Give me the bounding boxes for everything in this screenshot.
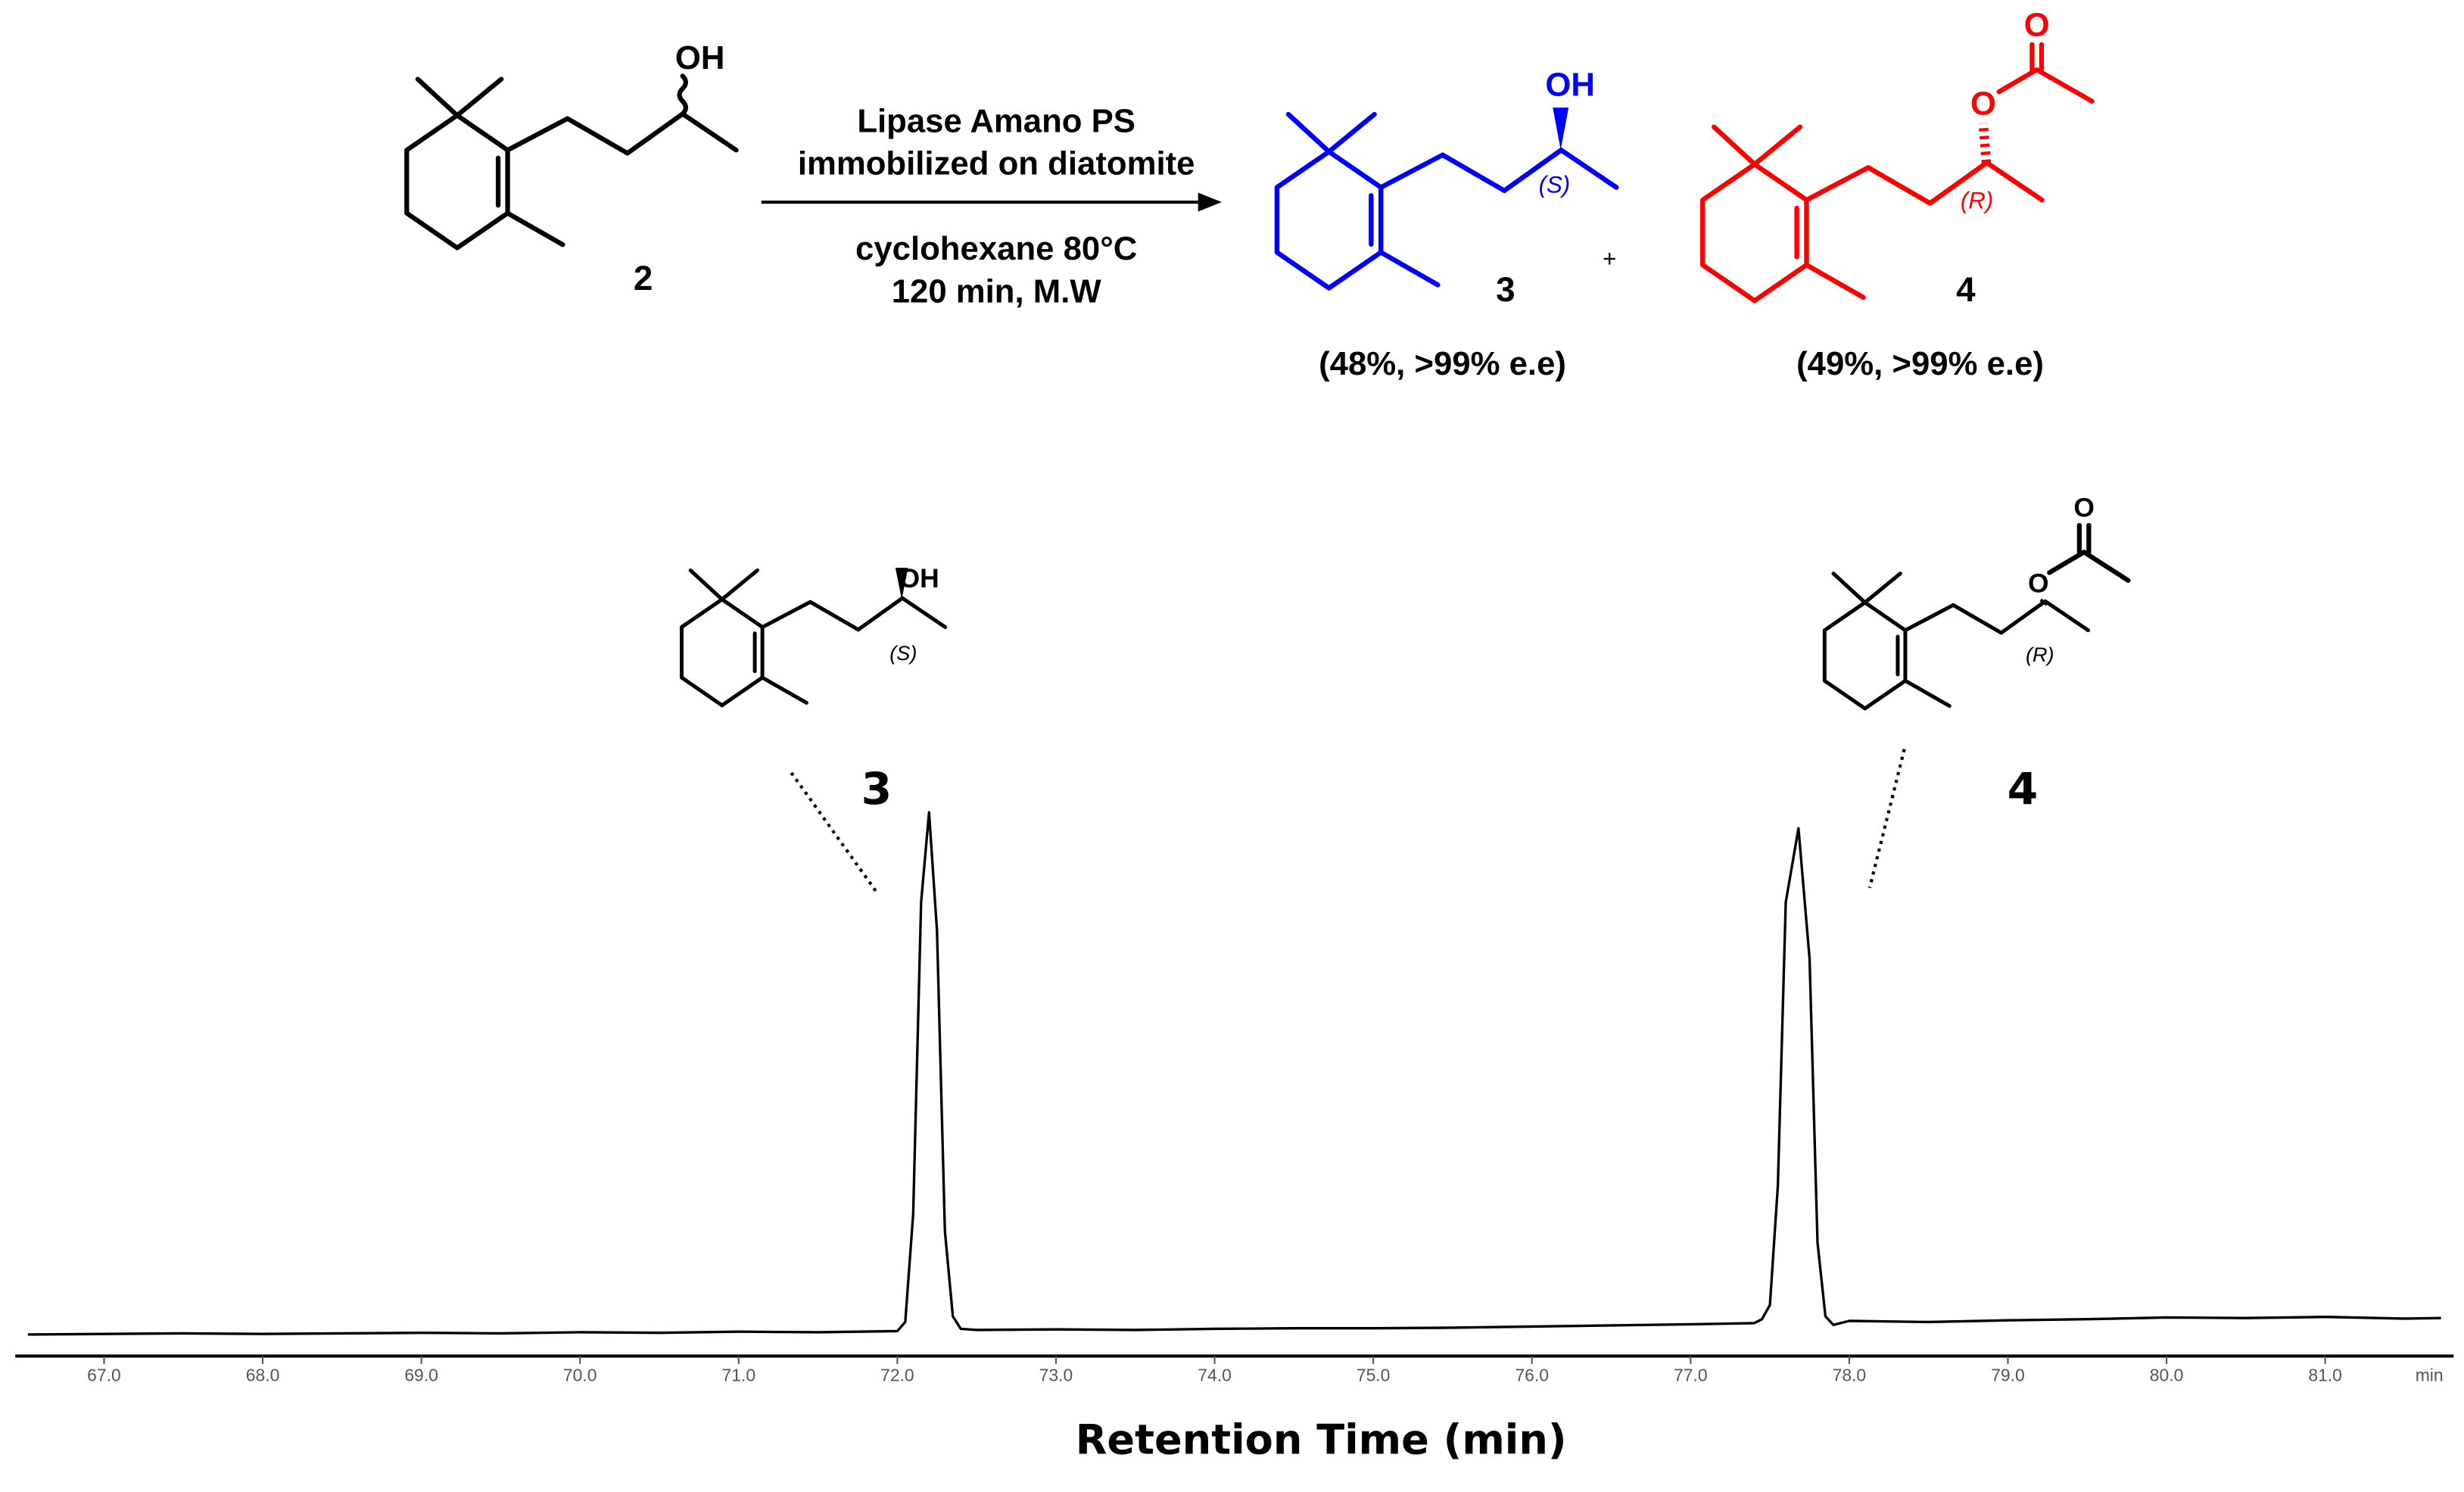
- acetyl-bonds: [1996, 42, 2095, 104]
- atom-label: OH: [899, 563, 939, 593]
- hashed-bond: [1978, 123, 1992, 164]
- peak-label: 4: [2008, 763, 2039, 815]
- peak-label: 3: [861, 763, 892, 815]
- acetyl-bonds: [2047, 522, 2131, 583]
- x-tick-label: 80.0: [2150, 1366, 2184, 1385]
- condition: cyclohexane 80°C: [855, 230, 1137, 267]
- x-axis-label: Retention Time (min): [1076, 1416, 1567, 1464]
- x-tick-label: 76.0: [1515, 1366, 1549, 1385]
- x-tick-label: 75.0: [1357, 1366, 1391, 1385]
- x-tick-label: 81.0: [2308, 1366, 2342, 1385]
- leader-line: [790, 771, 880, 896]
- hashed-bond: [2036, 598, 2048, 610]
- x-tick-label: 79.0: [1991, 1366, 2025, 1385]
- x-tick-label: 78.0: [1833, 1366, 1867, 1385]
- stereo-label: (S): [889, 641, 917, 665]
- x-tick-label: 70.0: [563, 1366, 597, 1385]
- condition: 120 min, M.W: [892, 273, 1102, 310]
- reagent: Lipase Amano PS: [857, 102, 1135, 139]
- atom-label: O: [2028, 568, 2049, 598]
- arrow-head: [1198, 192, 1222, 212]
- x-tick-label: 68.0: [246, 1366, 280, 1385]
- compound-label: 2: [634, 259, 653, 297]
- leader-line: [1867, 749, 1906, 889]
- plus: +: [1603, 245, 1616, 272]
- wavy-bond: [677, 73, 689, 117]
- wedge-bond: [895, 568, 908, 600]
- atom-label: OH: [1545, 67, 1595, 104]
- x-tick-label: 67.0: [87, 1366, 121, 1385]
- x-tick-label: 72.0: [880, 1366, 914, 1385]
- x-tick-label: 73.0: [1039, 1366, 1073, 1385]
- x-tick-label: 74.0: [1198, 1366, 1232, 1385]
- atom-label: O: [1970, 86, 1996, 123]
- compound-label: 4: [1956, 270, 1976, 309]
- compound-label: 3: [1496, 270, 1515, 309]
- atom-label: O: [2024, 6, 2050, 43]
- yield: (49%, >99% e.e): [1796, 345, 2044, 382]
- x-unit-label: min: [2416, 1366, 2444, 1385]
- wedge-bond: [1553, 107, 1569, 151]
- x-tick-label: 77.0: [1674, 1366, 1708, 1385]
- stereo-label: (R): [2026, 643, 2054, 666]
- yield: (48%, >99% e.e): [1319, 345, 1566, 382]
- x-tick-label: 71.0: [722, 1366, 756, 1385]
- stereo-label: (S): [1539, 171, 1571, 198]
- chromatogram: 67.0 68.0 69.0 70.0 71.0 72.0 73.0 74.0 75.0 76.0…: [15, 811, 2454, 1385]
- trace: [27, 811, 2441, 1336]
- reagent: immobilized on diatomite: [798, 145, 1195, 182]
- x-tick-label: 69.0: [404, 1366, 438, 1385]
- stereo-label: (R): [1961, 187, 1993, 213]
- atom-label: OH: [675, 39, 725, 76]
- atom-label: O: [2073, 492, 2095, 522]
